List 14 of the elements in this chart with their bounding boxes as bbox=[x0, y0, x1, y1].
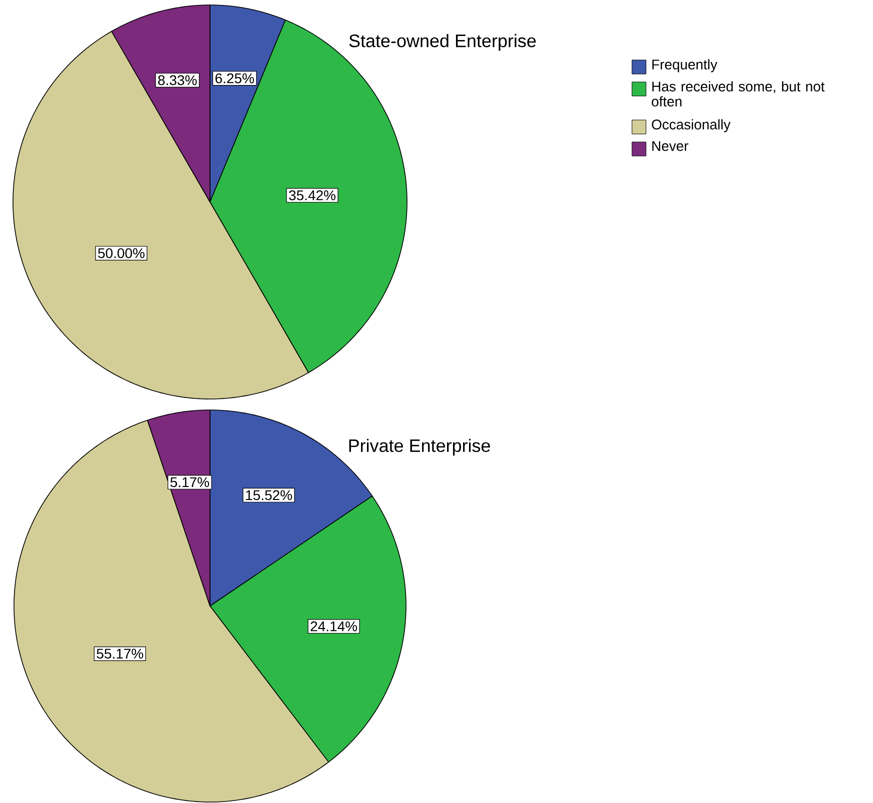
data-label: 35.42% bbox=[289, 190, 336, 200]
data-label: 55.17% bbox=[96, 648, 144, 659]
data-label: 8.33% bbox=[158, 75, 197, 86]
data-label: 15.52% bbox=[246, 490, 292, 500]
data-label: 5.17% bbox=[170, 477, 210, 488]
data-label: 6.25% bbox=[215, 73, 254, 84]
text: State-owned Enterprise bbox=[349, 34, 536, 51]
text: Private Enterprise bbox=[349, 438, 490, 456]
legend-label: Never bbox=[652, 141, 688, 151]
legend-label: Has received some, but not often bbox=[652, 81, 825, 106]
data-label: 50.00% bbox=[98, 248, 145, 258]
legend-label: Occasionally bbox=[652, 119, 731, 132]
data-label: 24.14% bbox=[310, 621, 358, 632]
legend-label: Frequently bbox=[652, 59, 718, 72]
